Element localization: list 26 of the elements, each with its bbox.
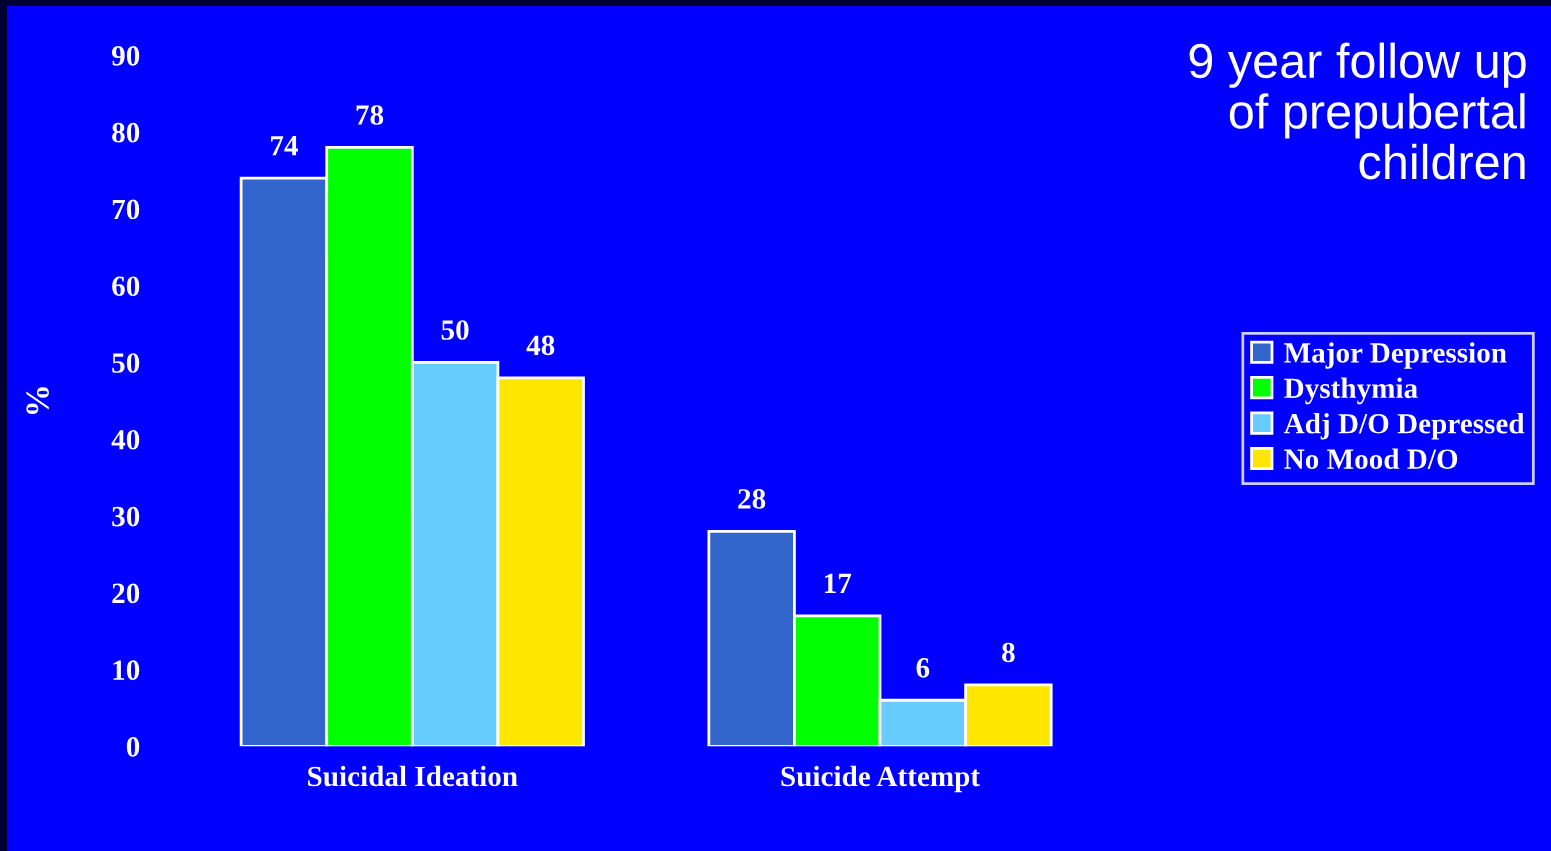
data-label: 48 [526, 335, 555, 356]
data-label: 78 [356, 105, 384, 125]
text: 9 year follow up of prepubertal children [1189, 42, 1526, 180]
y-axis-title: % [26, 387, 49, 415]
data-label: 6 [916, 658, 930, 678]
legend-label: Major Depression [1284, 342, 1507, 369]
data-label: 50 [441, 320, 469, 340]
x-tick-label: Suicide Attempt [781, 765, 980, 793]
y-tick-label: 70 [112, 199, 140, 220]
y-tick-label: 50 [112, 353, 140, 373]
y-tick-label: 30 [112, 506, 140, 527]
data-label: 74 [271, 136, 298, 156]
data-label: 28 [738, 489, 766, 509]
y-tick-label: 0 [126, 737, 140, 757]
legend-label: No Mood D/O [1284, 448, 1458, 469]
y-tick-label: 10 [113, 660, 140, 680]
y-tick-label: 40 [111, 429, 140, 450]
legend-label: Adj D/O Depressed [1283, 413, 1525, 440]
y-tick-label: 60 [112, 276, 140, 297]
y-tick-label: 80 [112, 122, 140, 143]
y-tick-label: 20 [112, 583, 140, 604]
y-tick-label: 90 [111, 46, 140, 66]
x-tick-label: Suicidal Ideation [308, 765, 518, 787]
data-label: 17 [824, 573, 852, 593]
data-label: 8 [1002, 642, 1015, 663]
legend-label: Dysthymia [1284, 377, 1418, 405]
